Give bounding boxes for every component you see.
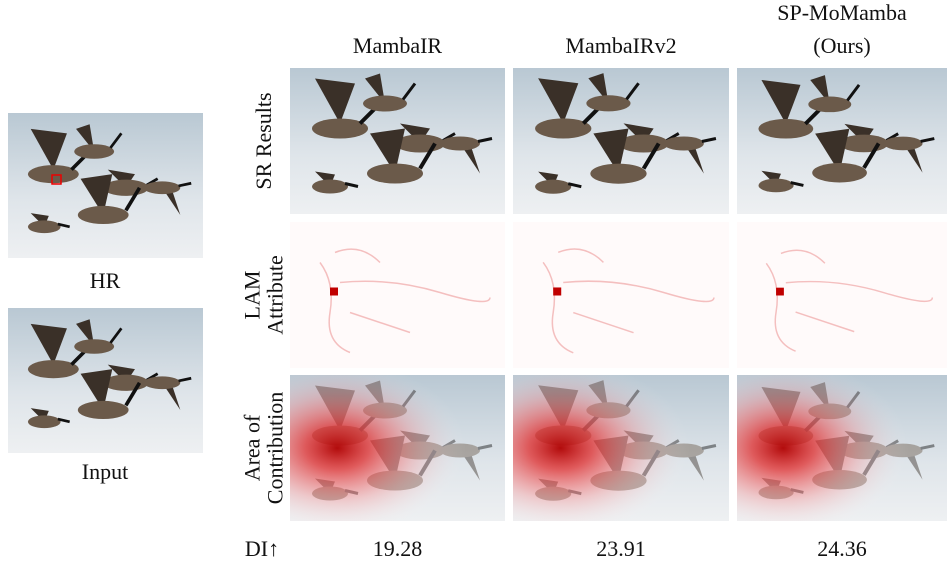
image xyxy=(513,375,729,521)
heatmap xyxy=(290,375,505,521)
row-label: SR Results xyxy=(251,92,276,189)
heatmap xyxy=(737,375,947,521)
image xyxy=(290,222,505,368)
image xyxy=(737,222,947,368)
hr-label: HR xyxy=(90,268,121,293)
image-bg xyxy=(513,222,729,368)
image-bg xyxy=(737,222,947,368)
metric-label: DI↑ xyxy=(245,536,279,561)
image xyxy=(513,222,729,368)
image xyxy=(8,308,203,453)
image xyxy=(513,68,729,214)
column-label: SP-MoMamba xyxy=(777,0,907,25)
heatmap xyxy=(513,375,729,521)
metric-value: 19.28 xyxy=(373,536,423,561)
image xyxy=(737,68,947,214)
image xyxy=(8,113,203,258)
image xyxy=(290,375,505,521)
metric-value: 23.91 xyxy=(596,536,646,561)
column-label: MambaIRv2 xyxy=(565,33,676,58)
column-label: (Ours) xyxy=(813,33,870,58)
image xyxy=(290,68,505,214)
row-label: Area of xyxy=(240,414,265,481)
column-label: MambaIR xyxy=(353,33,443,58)
metric-value: 24.36 xyxy=(817,536,867,561)
row-label: LAM xyxy=(240,271,265,320)
image xyxy=(737,375,947,521)
row-label: Contribution xyxy=(263,392,288,504)
row-label: Attribute xyxy=(263,255,288,334)
image-bg xyxy=(290,222,505,368)
page: HR Input MambaIR MambaIRv2 SP-MoMamba (Ours) S… xyxy=(0,0,947,572)
figure: HR Input MambaIR MambaIRv2 SP-MoMamba (Ours) S… xyxy=(0,0,947,572)
input-label: Input xyxy=(82,459,128,484)
